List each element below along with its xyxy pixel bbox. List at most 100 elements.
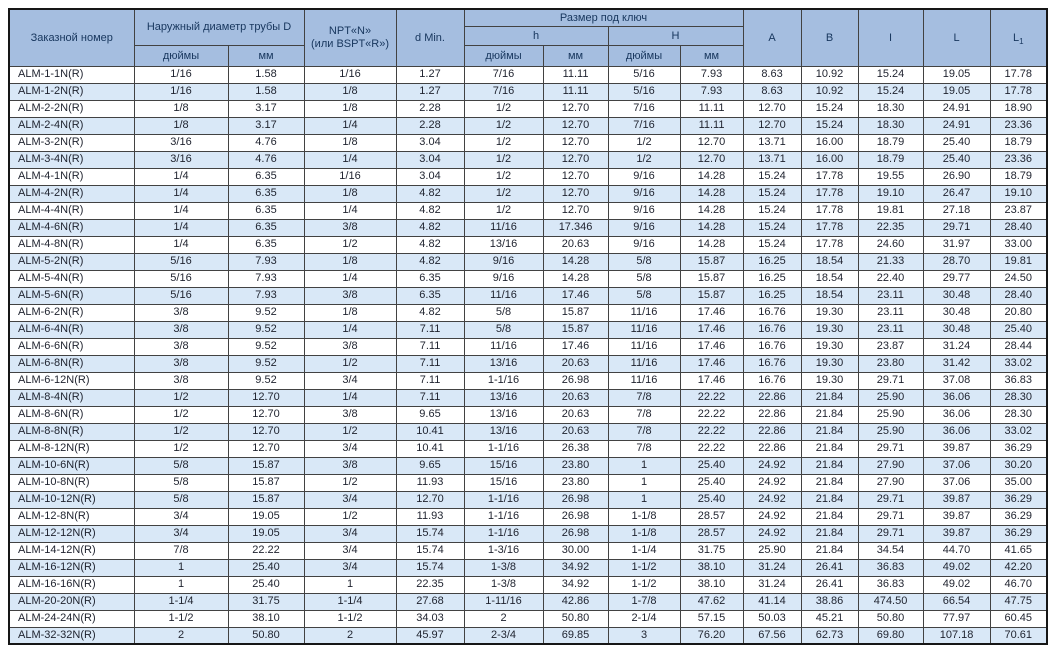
table-row: ALM-8-12N(R) 1/2 12.70 3/4 10.41 1-1/16 26.38 7… (8, 439, 1048, 458)
value-cell: 42.20 (989, 558, 1048, 577)
header-h: h (463, 25, 609, 46)
value-cell: 14.28 (679, 184, 744, 203)
value-cell: 18.79 (857, 133, 924, 152)
value-cell: 4.76 (227, 150, 305, 169)
value-cell: 25.90 (742, 541, 802, 560)
value-cell: 36.29 (989, 439, 1048, 458)
value-cell: 18.54 (800, 286, 859, 305)
value-cell: 12.70 (542, 150, 609, 169)
value-cell: 28.40 (989, 286, 1048, 305)
order-number-cell: ALM-5-6N(R) (8, 286, 135, 305)
table-row: ALM-6-8N(R) 3/8 9.52 1/2 7.11 13/16 20.63 11/16… (8, 354, 1048, 373)
value-cell: 5/8 (463, 303, 544, 322)
value-cell: 39.87 (922, 439, 991, 458)
table-row: ALM-3-4N(R) 3/16 4.76 1/4 3.04 1/2 12.70 1/2 12.… (8, 150, 1048, 169)
value-cell: 18.79 (989, 133, 1048, 152)
value-cell: 3/8 (303, 405, 397, 424)
value-cell: 11/16 (607, 337, 681, 356)
value-cell: 15/16 (463, 456, 544, 475)
value-cell: 23.80 (542, 456, 609, 475)
order-number-cell: ALM-20-20N(R) (8, 592, 135, 611)
value-cell: 1-11/16 (463, 592, 544, 611)
value-cell: 39.87 (922, 490, 991, 509)
order-number-cell: ALM-6-12N(R) (8, 371, 135, 390)
value-cell: 6.35 (395, 286, 465, 305)
value-cell: 7.93 (227, 269, 305, 288)
value-cell: 19.30 (800, 354, 859, 373)
value-cell: 1/16 (133, 82, 229, 101)
value-cell: 77.97 (922, 609, 991, 628)
table-row: ALM-5-6N(R) 5/16 7.93 3/8 6.35 11/16 17.46 5/8 1… (8, 286, 1048, 305)
value-cell: 36.29 (989, 490, 1048, 509)
value-cell: 9/16 (607, 218, 681, 237)
value-cell: 1/2 (463, 116, 544, 135)
value-cell: 12.70 (679, 133, 744, 152)
value-cell: 6.35 (395, 269, 465, 288)
value-cell: 3.04 (395, 167, 465, 186)
header-npt-line2: (или BSPT«R») (311, 37, 390, 50)
value-cell: 20.63 (542, 235, 609, 254)
value-cell: 25.40 (989, 320, 1048, 339)
table-row: ALM-1-2N(R) 1/16 1.58 1/8 1.27 7/16 11.11 5/16 7… (8, 82, 1048, 101)
value-cell: 4.76 (227, 133, 305, 152)
order-number-cell: ALM-16-12N(R) (8, 558, 135, 577)
value-cell: 29.71 (922, 218, 991, 237)
value-cell: 8.63 (742, 82, 802, 101)
value-cell: 33.00 (989, 235, 1048, 254)
value-cell: 4.82 (395, 218, 465, 237)
value-cell: 15.24 (742, 184, 802, 203)
value-cell: 21.84 (800, 422, 859, 441)
value-cell: 4.82 (395, 235, 465, 254)
order-number-cell: ALM-8-6N(R) (8, 405, 135, 424)
value-cell: 25.40 (922, 133, 991, 152)
order-number-cell: ALM-2-2N(R) (8, 99, 135, 118)
value-cell: 1.58 (227, 82, 305, 101)
value-cell: 3/8 (133, 371, 229, 390)
value-cell: 69.85 (542, 626, 609, 645)
value-cell: 16.25 (742, 269, 802, 288)
value-cell: 26.98 (542, 507, 609, 526)
value-cell: 1/16 (303, 65, 397, 84)
value-cell: 27.18 (922, 201, 991, 220)
value-cell: 9.52 (227, 303, 305, 322)
value-cell: 1-1/4 (303, 592, 397, 611)
order-number-cell: ALM-6-6N(R) (8, 337, 135, 356)
value-cell: 12.70 (542, 133, 609, 152)
value-cell: 24.91 (922, 116, 991, 135)
table-row: ALM-10-6N(R) 5/8 15.87 3/8 9.65 15/16 23.80 1 25… (8, 456, 1048, 475)
value-cell: 1/4 (133, 184, 229, 203)
value-cell: 15.24 (857, 65, 924, 84)
value-cell: 1/8 (133, 116, 229, 135)
value-cell: 1-1/16 (463, 490, 544, 509)
value-cell: 19.55 (857, 167, 924, 186)
value-cell: 1/2 (133, 422, 229, 441)
value-cell: 1/8 (303, 252, 397, 271)
value-cell: 13.71 (742, 150, 802, 169)
value-cell: 1/2 (133, 388, 229, 407)
value-cell: 9.65 (395, 405, 465, 424)
value-cell: 11/16 (463, 218, 544, 237)
value-cell: 1-1/16 (463, 507, 544, 526)
value-cell: 25.90 (857, 405, 924, 424)
value-cell: 24.92 (742, 490, 802, 509)
value-cell: 17.46 (679, 320, 744, 339)
value-cell: 1/4 (303, 269, 397, 288)
value-cell: 21.84 (800, 541, 859, 560)
value-cell: 17.46 (679, 371, 744, 390)
order-number-cell: ALM-8-12N(R) (8, 439, 135, 458)
value-cell: 11/16 (607, 303, 681, 322)
value-cell: 28.30 (989, 388, 1048, 407)
value-cell: 16.00 (800, 150, 859, 169)
value-cell: 7/16 (463, 65, 544, 84)
value-cell: 15.24 (742, 235, 802, 254)
table-row: ALM-5-4N(R) 5/16 7.93 1/4 6.35 9/16 14.28 5/8 15… (8, 269, 1048, 288)
value-cell: 38.10 (679, 558, 744, 577)
value-cell: 7.93 (227, 286, 305, 305)
value-cell: 3/4 (303, 439, 397, 458)
value-cell: 5/8 (463, 320, 544, 339)
value-cell: 12.70 (395, 490, 465, 509)
value-cell: 1/16 (303, 167, 397, 186)
value-cell: 24.50 (989, 269, 1048, 288)
value-cell: 37.06 (922, 456, 991, 475)
value-cell: 15.87 (227, 490, 305, 509)
